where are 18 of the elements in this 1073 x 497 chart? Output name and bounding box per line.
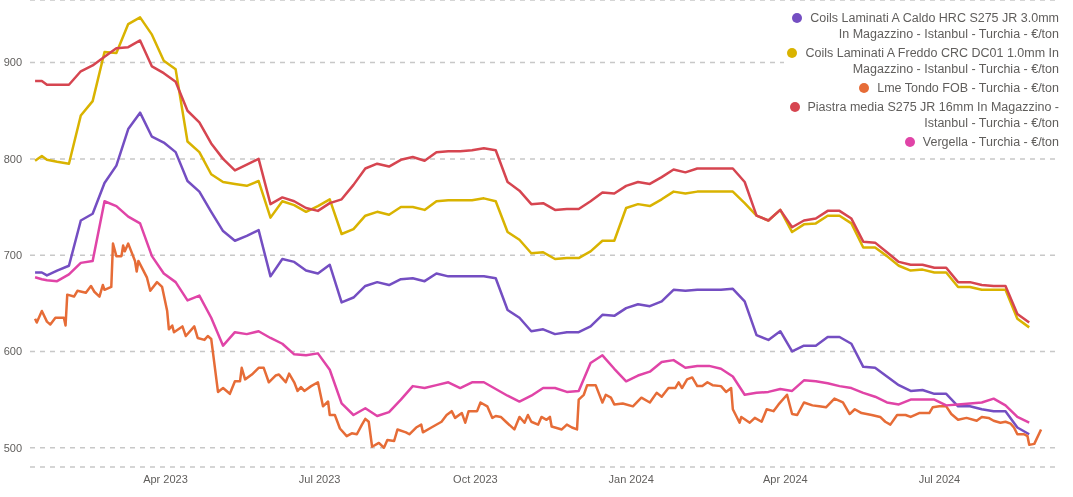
y-tick-label: 600 xyxy=(3,345,22,358)
x-tick-label: Oct 2023 xyxy=(453,472,498,485)
legend-label: Coils Laminati A Freddo CRC DC01 1.0mm In Magazzino - Istanbul - Turchia - €/ton xyxy=(805,46,1059,76)
y-tick-label: 700 xyxy=(3,249,22,262)
legend-label: Piastra media S275 JR 16mm In Magazzino - Istanbul - Turchia - €/ton xyxy=(807,100,1059,130)
x-tick-label: Jul 2024 xyxy=(918,472,961,485)
legend-label: Vergella - Turchia - €/ton xyxy=(922,135,1059,149)
line-series xyxy=(33,199,1031,424)
legend-label: Coils Laminati A Caldo HRC S275 JR 3.0mm In Magazzino - Istanbul - Turchia - €/ton xyxy=(810,11,1059,41)
x-tick-label: Apr 2023 xyxy=(143,472,188,485)
y-tick-label: 800 xyxy=(3,152,22,165)
line-series xyxy=(33,242,1043,449)
y-tick-label: 900 xyxy=(3,56,22,69)
x-tick-label: Apr 2024 xyxy=(763,472,808,485)
x-tick-label: Jul 2023 xyxy=(298,472,341,485)
legend-label: Lme Tondo FOB - Turchia - €/ton xyxy=(877,81,1059,95)
y-tick-label: 500 xyxy=(3,441,22,454)
x-tick-label: Jan 2024 xyxy=(608,472,654,485)
